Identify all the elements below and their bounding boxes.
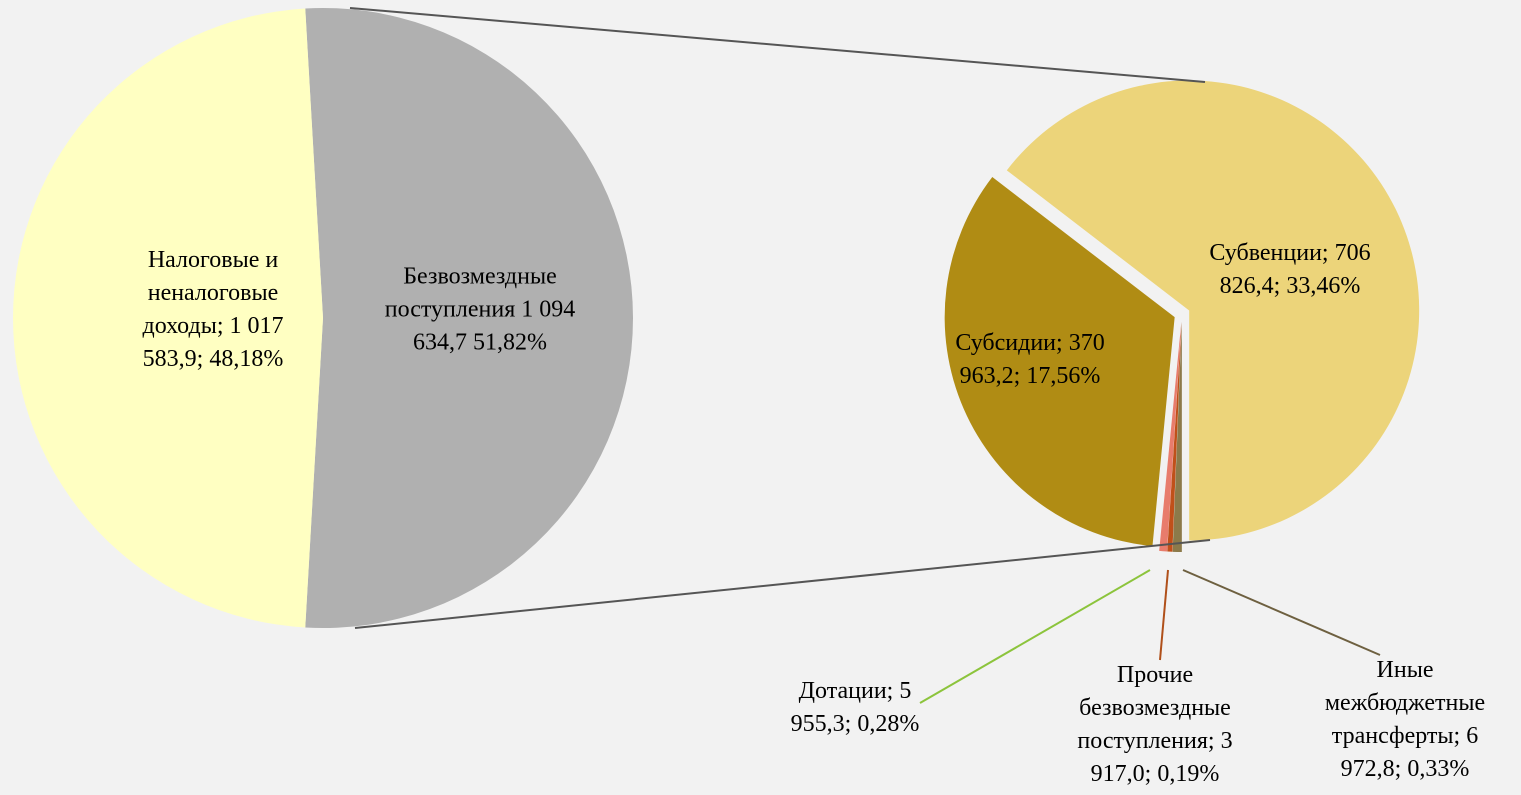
slice-label: Прочие безвозмездные поступления; 3 917,…	[1045, 659, 1265, 791]
slice-percent: 0,19%	[1157, 761, 1220, 787]
pie-slice	[944, 177, 1175, 547]
slice-label: Субвенции; 706 826,4; 33,46%	[1205, 237, 1375, 303]
slice-percent: 33,46%	[1286, 273, 1361, 299]
slice-value: 5 955,3;	[790, 678, 912, 737]
pie-slice	[1172, 321, 1182, 552]
leader-line	[1182, 569, 1381, 656]
pie-slice	[1167, 321, 1182, 552]
pie-slice	[1159, 321, 1182, 552]
slice-name: Субсидии;	[955, 330, 1063, 356]
slice-percent: 0,33%	[1407, 756, 1470, 782]
slice-label: Налоговые и неналоговые доходы; 1 017 58…	[113, 244, 313, 376]
slice-name: Безвозмездные поступления	[384, 263, 557, 323]
slice-percent: 51,82%	[473, 329, 547, 356]
slice-value: 370 963,2;	[959, 330, 1105, 389]
slice-name: Налоговые и неналоговые доходы;	[142, 247, 279, 339]
pie-slice	[1006, 80, 1420, 541]
pie-slice	[305, 7, 634, 628]
slice-label: Иные межбюджетные трансферты; 6 972,8; 0…	[1305, 654, 1505, 786]
slice-value: 706 826,4;	[1219, 240, 1371, 299]
slice-name: Прочие безвозмездные поступления;	[1077, 662, 1231, 754]
slice-percent: 48,18%	[209, 346, 284, 372]
leader-line	[919, 569, 1151, 704]
slice-label: Субсидии; 370 963,2; 17,56%	[955, 327, 1105, 393]
slice-label: Дотации; 5 955,3; 0,28%	[785, 675, 925, 741]
slice-name: Дотации;	[798, 678, 894, 704]
slice-label: Безвозмездные поступления 1 094 634,7 51…	[365, 261, 595, 360]
slice-value: 1 094 634,7	[413, 296, 576, 356]
slice-name: Субвенции;	[1209, 240, 1329, 266]
slice-percent: 17,56%	[1026, 363, 1101, 389]
slice-value: 1 017 583,9;	[142, 313, 284, 372]
leader-line	[1159, 569, 1169, 661]
connector-line	[354, 539, 1211, 629]
connector-line	[349, 7, 1206, 83]
slice-value: 3 917,0;	[1090, 728, 1233, 787]
pie-slice	[13, 8, 324, 628]
slice-name: Иные межбюджетные трансферты;	[1324, 657, 1486, 749]
slice-percent: 0,28%	[857, 711, 920, 737]
slice-value: 6 972,8;	[1340, 723, 1479, 782]
